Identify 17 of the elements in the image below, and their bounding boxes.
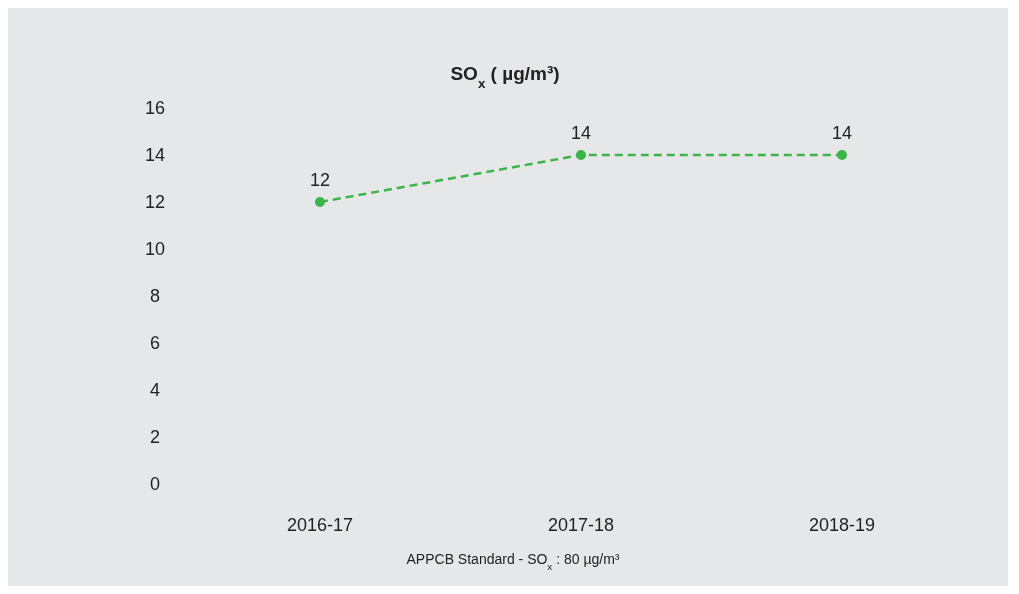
data-label: 14 bbox=[570, 123, 592, 143]
y-tick-label: 8 bbox=[149, 286, 161, 307]
y-tick-label: 0 bbox=[149, 474, 161, 495]
data-label: 12 bbox=[309, 170, 331, 190]
data-label: 14 bbox=[831, 123, 853, 143]
y-tick-label: 16 bbox=[144, 98, 166, 119]
y-tick-label: 10 bbox=[144, 239, 166, 260]
y-tick-label: 14 bbox=[144, 145, 166, 166]
y-tick-label: 2 bbox=[149, 427, 161, 448]
x-tick-label: 2018-19 bbox=[808, 515, 876, 535]
x-tick-label: 2016-17 bbox=[286, 515, 354, 535]
y-tick-label: 4 bbox=[149, 380, 161, 401]
chart-title: SO$_{x}$ ( µg/m³) bbox=[450, 63, 560, 91]
text: APPCB Standard - SO$_{x}$ : 80 µg/m³ bbox=[406, 551, 620, 572]
x-tick-label: 2017-18 bbox=[547, 515, 615, 535]
y-tick-label: 6 bbox=[149, 333, 161, 354]
y-tick-label: 12 bbox=[144, 192, 166, 213]
